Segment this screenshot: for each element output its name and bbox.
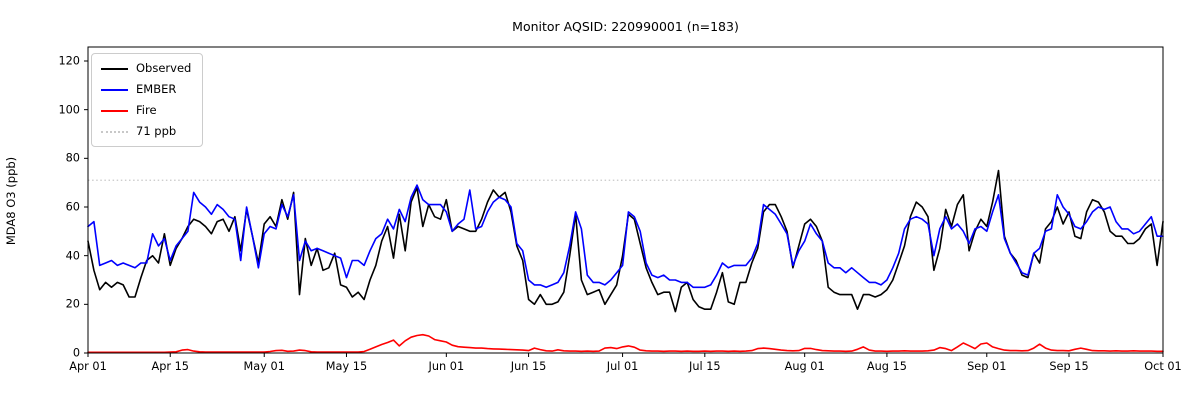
legend: Observed EMBER Fire 71 ppb xyxy=(91,53,204,147)
legend-item-ember: EMBER xyxy=(101,82,191,97)
axes-box xyxy=(87,46,1164,354)
legend-label: Observed xyxy=(136,61,192,75)
chart-title: Monitor AQSID: 220990001 (n=183) xyxy=(512,19,739,34)
x-tick-label: Sep 01 xyxy=(967,360,1007,373)
x-tick-label: Apr 01 xyxy=(69,360,107,373)
legend-line-swatch xyxy=(101,88,128,91)
y-tick-label: 120 xyxy=(58,54,80,68)
legend-label: 71 ppb xyxy=(136,124,177,138)
y-axis-label: MDA8 O3 (ppb) xyxy=(4,156,18,246)
y-tick-label: 60 xyxy=(65,200,80,214)
x-tick-label: Sep 15 xyxy=(1049,360,1089,373)
x-tick-label: Jun 15 xyxy=(510,360,547,373)
legend-label: Fire xyxy=(136,103,157,117)
series-line-ember xyxy=(87,184,1164,289)
y-tick-label: 80 xyxy=(65,151,80,165)
x-tick-label: Jul 15 xyxy=(688,360,721,373)
y-tick-label: 0 xyxy=(72,346,80,360)
x-tick-label: Jun 01 xyxy=(428,360,465,373)
y-tick-label: 40 xyxy=(65,249,80,263)
x-tick-label: Aug 15 xyxy=(866,360,907,373)
legend-line-swatch xyxy=(101,130,128,133)
legend-item-fire: Fire xyxy=(101,103,191,118)
x-tick-label: Aug 01 xyxy=(784,360,825,373)
legend-line-swatch xyxy=(101,109,128,112)
legend-line-swatch xyxy=(101,67,128,70)
x-tick-label: May 01 xyxy=(243,360,285,373)
legend-item-observed: Observed xyxy=(101,61,191,76)
legend-item-71-ppb: 71 ppb xyxy=(101,124,191,139)
y-tick-label: 100 xyxy=(58,103,80,117)
y-tick-label: 20 xyxy=(65,297,80,311)
x-tick-label: Apr 15 xyxy=(151,360,189,373)
x-tick-label: Jul 01 xyxy=(606,360,639,373)
x-tick-label: May 15 xyxy=(325,360,368,373)
legend-label: EMBER xyxy=(136,82,177,96)
x-tick-label: Oct 01 xyxy=(1144,360,1182,373)
series-line-fire xyxy=(87,333,1164,354)
